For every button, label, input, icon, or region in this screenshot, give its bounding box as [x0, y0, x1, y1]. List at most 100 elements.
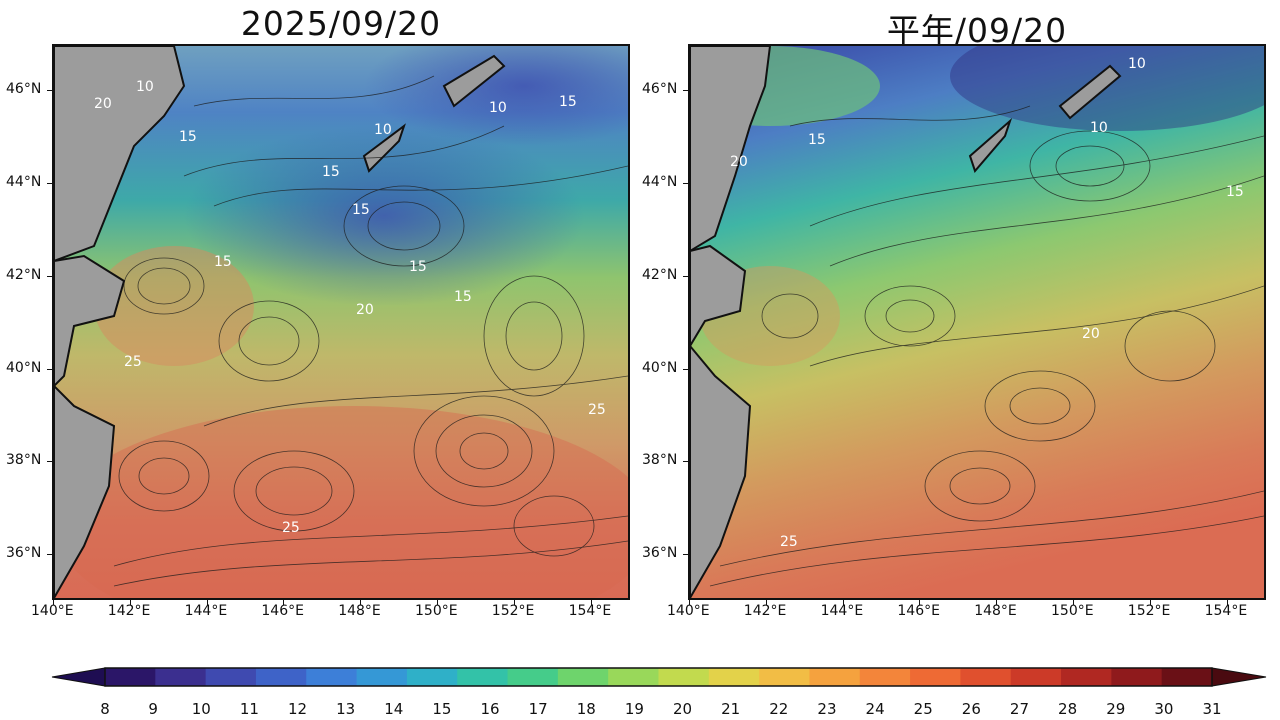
contour-label: 10 [1090, 120, 1108, 136]
left-lon-tick [53, 600, 54, 605]
right-lat-tick [683, 369, 688, 370]
colorbar-tick-label: 22 [769, 700, 789, 718]
left-lon-label: 154°E [568, 603, 612, 619]
right-lon-label: 154°E [1204, 603, 1248, 619]
colorbar-swatch [1010, 668, 1062, 686]
contour-label: 10 [374, 122, 392, 138]
colorbar-swatch [557, 668, 609, 686]
colorbar-tick-label: 12 [287, 700, 308, 718]
colorbar-swatch [708, 668, 760, 686]
colorbar-tick-label: 13 [336, 700, 356, 718]
colorbar-tick-label: 26 [961, 700, 981, 718]
left-map: 20 10 15 10 10 15 15 15 15 15 20 15 25 2… [52, 44, 630, 600]
contour-label: 15 [454, 289, 472, 305]
right-lat-tick [683, 90, 688, 91]
left-lon-tick [283, 600, 285, 605]
contour-label: 15 [322, 164, 340, 180]
contour-label: 15 [409, 259, 427, 275]
colorbar-swatch [1161, 668, 1213, 686]
colorbar-swatch [960, 668, 1012, 686]
left-lat-label: 36°N [6, 545, 42, 561]
right-lat-label: 36°N [642, 545, 678, 561]
left-lon-tick [129, 600, 131, 605]
left-lat-tick [47, 183, 52, 184]
colorbar-tick-label: 10 [191, 700, 211, 718]
right-lon-tick [842, 600, 844, 605]
colorbar-tick-label: 14 [384, 700, 404, 718]
contour-label: 25 [588, 402, 606, 418]
right-lon-label: 142°E [743, 603, 787, 619]
right-lat-tick [683, 183, 688, 184]
right-lon-tick [689, 600, 690, 605]
left-lon-label: 150°E [415, 603, 458, 619]
colorbar-tick-label: 27 [1009, 700, 1030, 718]
left-lon-label: 148°E [338, 603, 381, 619]
contour-label: 15 [214, 254, 232, 270]
left-lon-label: 142°E [107, 603, 151, 619]
colorbar-tick-label: 19 [624, 700, 644, 718]
left-lon-tick [437, 600, 438, 605]
left-lat-label: 42°N [6, 267, 42, 283]
contour-label: 20 [356, 302, 374, 318]
right-lat-tick [683, 461, 688, 462]
right-lon-label: 144°E [820, 603, 864, 619]
left-lon-label: 144°E [184, 603, 228, 619]
left-lon-label: 152°E [491, 603, 535, 619]
colorbar-tick-label: 15 [432, 700, 452, 718]
right-lon-tick [1226, 600, 1228, 605]
right-lat-label: 38°N [642, 452, 678, 468]
right-lat-label: 40°N [642, 360, 678, 376]
left-panel-title: 2025/09/20 [240, 4, 442, 43]
colorbar-tick-label: 9 [148, 700, 158, 718]
right-lon-label: 150°E [1051, 603, 1094, 619]
left-lon-tick [206, 600, 208, 605]
contour-label: 20 [1082, 326, 1100, 342]
colorbar-swatch [759, 668, 810, 686]
right-lon-label: 140°E [667, 603, 710, 619]
right-lon-tick [1149, 600, 1151, 605]
left-lat-label: 44°N [6, 174, 42, 190]
colorbar-tick-label: 17 [528, 700, 548, 718]
right-lon-label: 152°E [1127, 603, 1171, 619]
contour-label: 25 [282, 520, 300, 536]
colorbar-swatch [1061, 668, 1112, 686]
left-lat-tick [47, 90, 52, 91]
contour-label: 15 [352, 202, 370, 218]
colorbar-tick-label: 21 [721, 700, 741, 718]
colorbar-swatch [205, 668, 257, 686]
left-lat-label: 46°N [6, 81, 42, 97]
right-map: 15 10 10 20 15 20 25 [688, 44, 1266, 600]
left-lat-tick [47, 554, 52, 555]
colorbar-tick-label: 23 [817, 700, 837, 718]
contour-label: 10 [1128, 56, 1146, 72]
right-lat-label: 46°N [642, 81, 678, 97]
colorbar-swatch [859, 668, 911, 686]
contour-label: 10 [489, 100, 507, 116]
colorbar-swatch [457, 668, 509, 686]
colorbar-tick-label: 25 [913, 700, 933, 718]
colorbar-swatch [608, 668, 659, 686]
colorbar-under-arrow [51, 667, 106, 687]
contour-label: 15 [179, 129, 197, 145]
colorbar-frame [104, 667, 1213, 687]
colorbar-swatch [306, 668, 358, 686]
right-lat-label: 44°N [642, 174, 678, 190]
contour-label: 25 [124, 354, 142, 370]
colorbar-tick-label: 18 [576, 700, 596, 718]
colorbar-tick-label: 16 [480, 700, 500, 718]
contour-label: 25 [780, 534, 798, 550]
colorbar-swatch [356, 668, 408, 686]
colorbar-tick-label: 8 [100, 700, 110, 718]
left-lon-label: 140°E [31, 603, 74, 619]
colorbar-swatch [809, 668, 861, 686]
colorbar-tick-label: 31 [1202, 700, 1222, 718]
colorbar-swatch [406, 668, 458, 686]
contour-label: 15 [559, 94, 577, 110]
colorbar-tick-label: 20 [673, 700, 693, 718]
right-lon-tick [996, 600, 998, 605]
colorbar-swatch [155, 668, 207, 686]
left-lat-tick [47, 276, 52, 277]
colorbar [51, 667, 1267, 687]
right-lon-label: 148°E [974, 603, 1017, 619]
colorbar-tick-label: 24 [865, 700, 885, 718]
